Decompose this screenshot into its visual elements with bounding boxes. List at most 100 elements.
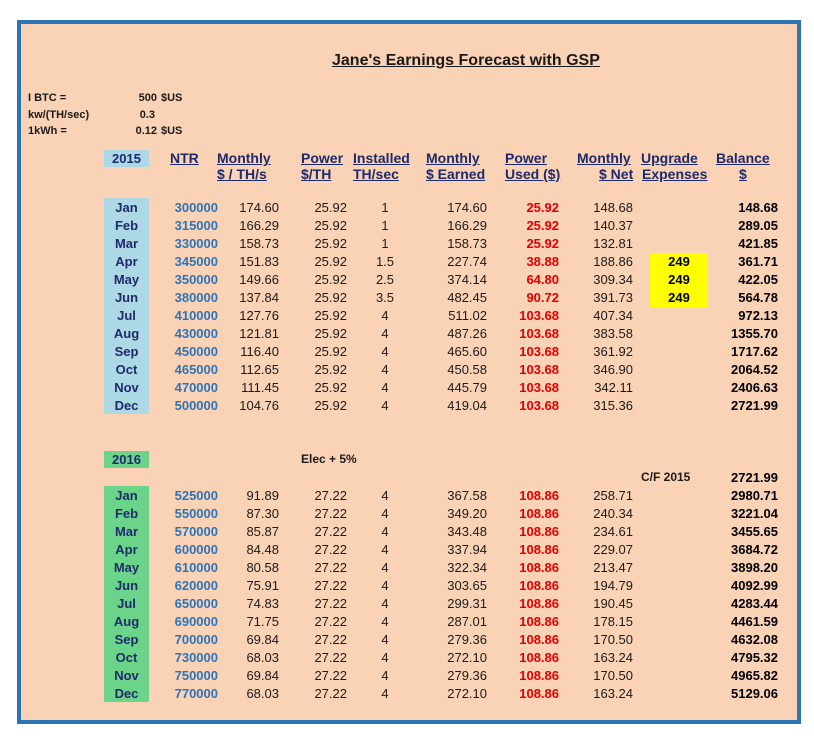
cell-net: 188.86 xyxy=(593,254,633,269)
cell-mth: 104.76 xyxy=(239,398,279,413)
year-2015-label: 2015 xyxy=(104,150,149,167)
cell-inst: 3.5 xyxy=(375,290,395,305)
cell-pwr: 25.92 xyxy=(314,236,347,251)
cell-used: 103.68 xyxy=(519,380,559,395)
cell-mth: 91.89 xyxy=(246,488,279,503)
cell-used: 108.86 xyxy=(519,524,559,539)
cell-ntr: 465000 xyxy=(174,362,218,377)
cell-inst: 4 xyxy=(381,632,389,647)
cell-mth: 112.65 xyxy=(240,362,279,377)
cell-net: 309.34 xyxy=(593,272,633,287)
cell-ntr: 315000 xyxy=(174,218,218,233)
cell-upg: 249 xyxy=(650,253,708,271)
cell-mth: 74.83 xyxy=(246,596,279,611)
month-column-2016 xyxy=(104,486,149,702)
cell-ntr: 450000 xyxy=(174,344,218,359)
header-monthly-rate: Monthly xyxy=(217,150,271,166)
cell-earn: 450.58 xyxy=(447,362,487,377)
cell-inst: 4 xyxy=(381,488,389,503)
cell-inst: 4 xyxy=(381,560,389,575)
cell-ntr: 610000 xyxy=(174,560,218,575)
cell-net: 148.68 xyxy=(593,200,633,215)
cell-bal: 2406.63 xyxy=(731,380,778,395)
cell-ntr: 620000 xyxy=(174,578,218,593)
header-upgrade: Upgrade xyxy=(641,150,698,166)
cell-net: 132.81 xyxy=(593,236,633,251)
cell-bal: 4795.32 xyxy=(731,650,778,665)
cell-m: Aug xyxy=(113,614,140,629)
cell-pwr: 25.92 xyxy=(314,254,347,269)
cell-m: Oct xyxy=(115,362,138,377)
cell-earn: 272.10 xyxy=(447,650,487,665)
cell-ntr: 770000 xyxy=(174,686,218,701)
cell-earn: 227.74 xyxy=(447,254,487,269)
cell-bal: 3898.20 xyxy=(731,560,778,575)
cell-bal: 2064.52 xyxy=(731,362,778,377)
cell-net: 190.45 xyxy=(593,596,633,611)
cell-net: 240.34 xyxy=(593,506,633,521)
cell-mth: 166.29 xyxy=(239,218,279,233)
cell-used: 108.86 xyxy=(519,488,559,503)
cell-m: Feb xyxy=(114,218,139,233)
cell-inst: 4 xyxy=(381,380,389,395)
cell-bal: 4092.99 xyxy=(731,578,778,593)
cell-m: Jun xyxy=(114,290,139,305)
header-power-used: Power xyxy=(505,150,548,166)
cell-m: Jun xyxy=(114,578,139,593)
cell-bal: 148.68 xyxy=(738,200,778,215)
cell-inst: 4 xyxy=(381,668,389,683)
cell-used: 108.86 xyxy=(519,596,559,611)
cell-m: Sep xyxy=(114,344,139,359)
cell-ntr: 570000 xyxy=(174,524,218,539)
cell-bal: 564.78 xyxy=(738,290,778,305)
cell-bal: 5129.06 xyxy=(731,686,778,701)
cell-earn: 166.29 xyxy=(447,218,487,233)
cell-earn: 299.31 xyxy=(447,596,487,611)
cell-pwr: 25.92 xyxy=(314,362,347,377)
cell-m: Aug xyxy=(113,326,140,341)
cell-mth: 149.66 xyxy=(239,272,279,287)
cell-inst: 4 xyxy=(381,524,389,539)
header-installed: Installed xyxy=(353,150,410,166)
cell-inst: 1 xyxy=(381,218,389,233)
cell-ntr: 330000 xyxy=(174,236,218,251)
param-label-kw: kw/(TH/sec) xyxy=(28,109,90,121)
year-2016-label: 2016 xyxy=(104,451,149,468)
cell-mth: 68.03 xyxy=(246,650,279,665)
cell-mth: 84.48 xyxy=(246,542,279,557)
cell-earn: 487.26 xyxy=(447,326,487,341)
cell-m: Jan xyxy=(115,488,138,503)
cell-bal: 4965.82 xyxy=(731,668,778,683)
cell-inst: 1.5 xyxy=(375,254,395,269)
cell-earn: 279.36 xyxy=(447,632,487,647)
cell-used: 38.88 xyxy=(526,254,559,269)
cell-ntr: 470000 xyxy=(174,380,218,395)
header-power-rate-unit: $/TH xyxy=(301,166,332,182)
cell-ntr: 525000 xyxy=(174,488,218,503)
header-earned-unit: $ Earned xyxy=(426,166,486,182)
cell-pwr: 25.92 xyxy=(314,380,347,395)
cell-m: Jul xyxy=(117,596,136,611)
cell-used: 103.68 xyxy=(519,308,559,323)
cell-earn: 349.20 xyxy=(447,506,487,521)
cell-pwr: 25.92 xyxy=(314,308,347,323)
cell-mth: 69.84 xyxy=(246,668,279,683)
cell-ntr: 750000 xyxy=(174,668,218,683)
cell-inst: 4 xyxy=(381,614,389,629)
cell-pwr: 27.22 xyxy=(314,596,347,611)
header-balance: Balance xyxy=(716,150,770,166)
cell-bal: 972.13 xyxy=(738,308,778,323)
cell-earn: 158.73 xyxy=(447,236,487,251)
cell-net: 407.34 xyxy=(593,308,633,323)
param-label-btc: I BTC = xyxy=(28,92,67,104)
cell-mth: 121.81 xyxy=(239,326,279,341)
cell-earn: 445.79 xyxy=(447,380,487,395)
cell-bal: 1355.70 xyxy=(731,326,778,341)
cell-ntr: 410000 xyxy=(174,308,218,323)
cell-ntr: 300000 xyxy=(174,200,218,215)
cell-bal: 4283.44 xyxy=(731,596,778,611)
cell-m: Jan xyxy=(115,200,138,215)
carry-forward-value: 2721.99 xyxy=(731,470,778,485)
cell-pwr: 27.22 xyxy=(314,614,347,629)
cell-pwr: 27.22 xyxy=(314,668,347,683)
